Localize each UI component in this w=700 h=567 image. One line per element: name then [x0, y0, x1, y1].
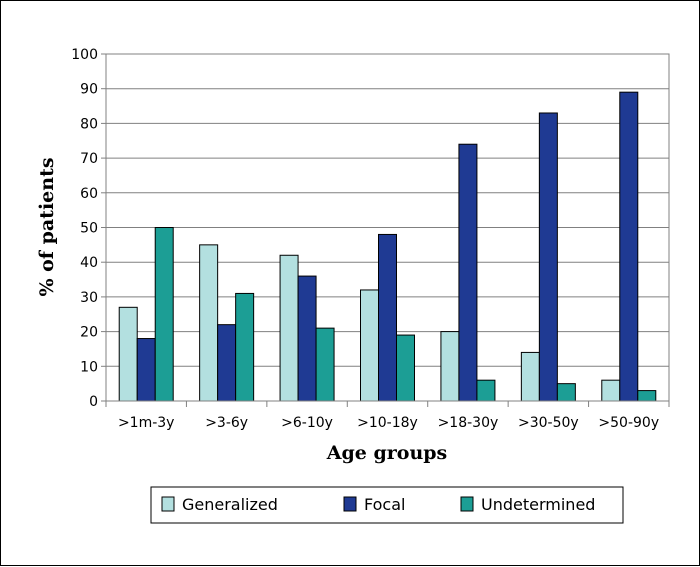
bar-generalized-6 [601, 379, 621, 402]
legend-swatch-generalized [161, 496, 175, 512]
bar-generalized-2 [279, 254, 299, 402]
bar-focal-6 [619, 91, 639, 402]
bar-undetermined-1 [235, 292, 255, 402]
legend-box [150, 486, 624, 524]
bar-generalized-4 [440, 331, 460, 402]
bar-undetermined-4 [476, 379, 496, 402]
x-tick-label: >6-10y [281, 415, 333, 431]
legend-swatch-undetermined [460, 496, 474, 512]
y-axis-title: % of patients [36, 157, 58, 296]
bar-generalized-0 [118, 306, 138, 402]
bar-undetermined-3 [396, 334, 415, 402]
x-tick-label: >18-30y [438, 415, 499, 431]
legend-label-focal: Focal [364, 495, 405, 514]
bar-undetermined-5 [556, 383, 576, 402]
bar-generalized-1 [199, 244, 219, 402]
bar-undetermined-0 [154, 227, 174, 402]
legend-label-generalized: Generalized [182, 495, 278, 514]
x-tick-label: >10-18y [357, 415, 418, 431]
x-tick-label: >1m-3y [118, 415, 175, 431]
bar-undetermined-6 [637, 390, 657, 402]
x-tick-label: >50-90y [598, 415, 659, 431]
bar-generalized-3 [360, 289, 379, 402]
y-tick-label: 90 [80, 82, 98, 98]
legend: Generalized Focal Undetermined [150, 486, 624, 524]
legend-swatch-focal [343, 496, 357, 512]
y-tick-label: 40 [80, 255, 98, 271]
y-tick-label: 100 [71, 47, 98, 63]
bar-focal-3 [378, 233, 397, 402]
y-tick-label: 80 [80, 116, 98, 132]
x-axis-title: Age groups [326, 442, 448, 464]
legend-label-undetermined: Undetermined [481, 495, 595, 514]
bar-focal-2 [297, 275, 317, 402]
bar-focal-5 [538, 112, 558, 402]
bar-focal-0 [136, 338, 156, 402]
x-tick-label: >30-50y [518, 415, 579, 431]
x-tick-label: >3-6y [205, 415, 248, 431]
bar-generalized-5 [520, 351, 540, 402]
y-tick-label: 10 [80, 359, 98, 375]
y-axis-ticks: 0 10 20 30 40 50 60 70 80 90 100 [71, 47, 106, 410]
y-tick-label: 50 [80, 221, 98, 237]
y-tick-label: 70 [80, 151, 98, 167]
x-axis-ticks: >1m-3y >3-6y >6-10y >10-18y >18-30y >30-50y >5… [105, 401, 670, 431]
y-tick-label: 20 [80, 325, 98, 341]
bar-focal-1 [217, 324, 237, 402]
bar-focal-4 [458, 143, 478, 402]
bar-undetermined-2 [315, 327, 335, 402]
y-tick-label: 0 [89, 394, 98, 410]
y-tick-label: 60 [80, 186, 98, 202]
y-tick-label: 30 [80, 290, 98, 306]
bars [118, 91, 657, 402]
